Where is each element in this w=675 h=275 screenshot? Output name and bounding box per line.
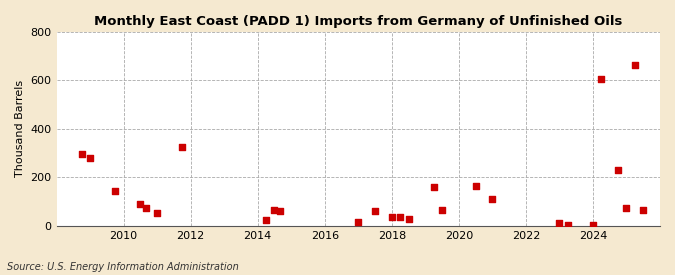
Point	[429, 185, 439, 189]
Point	[135, 202, 146, 206]
Point	[587, 222, 598, 227]
Point	[395, 215, 406, 220]
Point	[177, 145, 188, 149]
Point	[470, 184, 481, 188]
Point	[638, 208, 649, 212]
Point	[403, 216, 414, 221]
Point	[152, 210, 163, 215]
Point	[269, 208, 280, 212]
Point	[84, 156, 95, 160]
Point	[261, 218, 271, 222]
Point	[562, 222, 573, 227]
Point	[140, 205, 151, 210]
Point	[487, 197, 497, 201]
Point	[275, 209, 286, 214]
Point	[386, 215, 397, 220]
Title: Monthly East Coast (PADD 1) Imports from Germany of Unfinished Oils: Monthly East Coast (PADD 1) Imports from…	[94, 15, 622, 28]
Point	[370, 209, 381, 214]
Point	[353, 220, 364, 224]
Point	[596, 77, 607, 81]
Y-axis label: Thousand Barrels: Thousand Barrels	[15, 80, 25, 177]
Point	[110, 189, 121, 193]
Point	[76, 152, 87, 156]
Point	[437, 208, 448, 212]
Point	[613, 168, 624, 172]
Point	[554, 221, 565, 226]
Point	[630, 62, 641, 67]
Text: Source: U.S. Energy Information Administration: Source: U.S. Energy Information Administ…	[7, 262, 238, 272]
Point	[621, 205, 632, 210]
